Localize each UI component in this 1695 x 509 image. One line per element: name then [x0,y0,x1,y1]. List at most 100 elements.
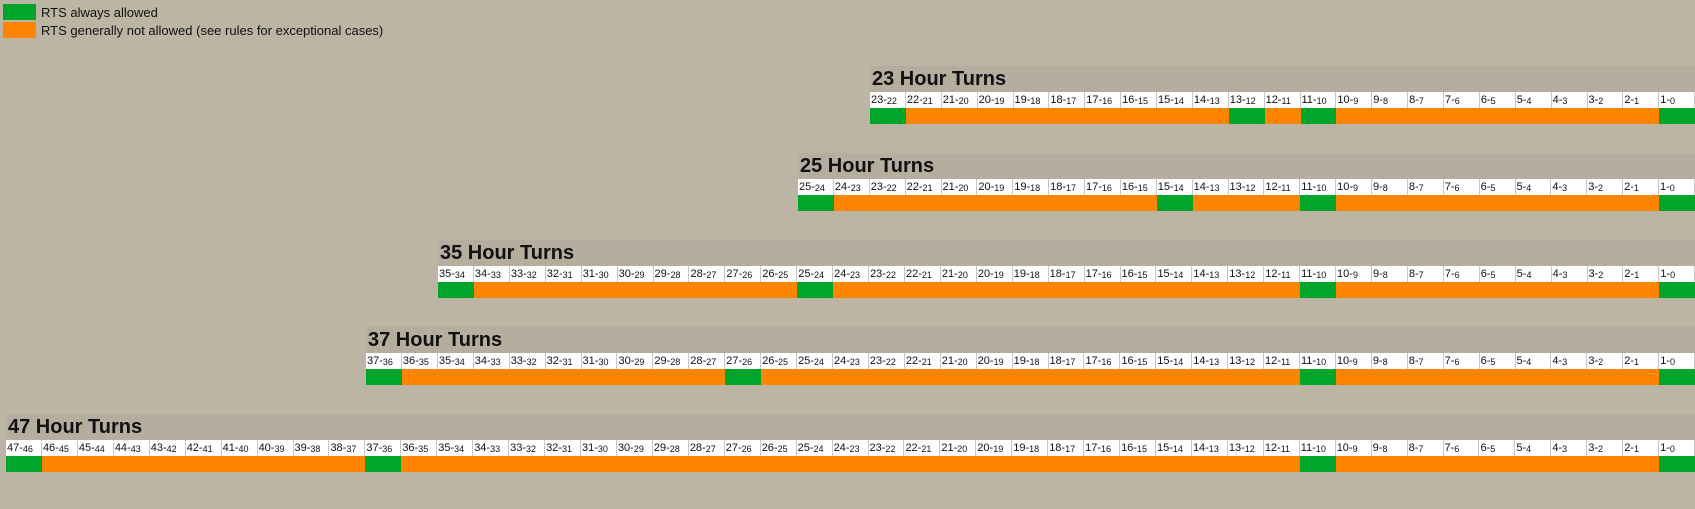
rts-not-allowed-segment [1335,456,1372,472]
hour-range-label: 6-5 [1479,353,1516,369]
hour-range-label: 26-25 [760,440,797,456]
rts-not-allowed-segment [1264,195,1301,211]
rts-not-allowed-segment [509,282,546,298]
rts-not-allowed-segment [1371,369,1408,385]
rts-not-allowed-segment [1264,369,1300,385]
hour-range-label: 10-9 [1336,266,1372,282]
hour-range-label: 2-1 [1623,353,1660,369]
hour-range-label: 46-45 [41,440,78,456]
hour-range-label: 20-19 [976,440,1013,456]
hour-range-label: 11-10 [1299,353,1336,369]
hour-range-label: 21-20 [941,92,978,108]
hour-range-label: 42-41 [185,440,222,456]
hour-range-label: 14-13 [1192,179,1229,195]
rts-not-allowed-segment [1263,456,1300,472]
rts-not-allowed-segment [904,456,941,472]
hour-range-label: 6-5 [1479,440,1516,456]
block-title: 25 Hour Turns [798,153,1695,179]
rts-not-allowed-segment [1192,282,1229,298]
rts-allowed-segment [1299,456,1336,472]
hour-range-label: 20-19 [977,179,1014,195]
hour-range-label: 4-3 [1551,353,1588,369]
hour-range-label: 44-43 [113,440,150,456]
hour-range-label: 10-9 [1335,353,1372,369]
hour-range-label: 41-40 [221,440,258,456]
rts-not-allowed-segment [1443,369,1480,385]
rts-not-allowed-segment [869,282,905,298]
rts-allowed-segment [1659,108,1695,124]
hour-labels-row: 47-46 46-45 45-44 44-43 43-42 42-41 41-40 40-39… [6,440,1695,456]
hour-range-label: 23-22 [868,440,905,456]
hour-range-label: 7-6 [1443,179,1480,195]
rts-not-allowed-segment [41,456,78,472]
rts-bar-row [798,195,1695,211]
rts-not-allowed-segment [545,282,582,298]
rts-not-allowed-segment [1192,108,1229,124]
hour-range-label: 14-13 [1192,266,1229,282]
rts-allowed-segment [1300,282,1337,298]
hour-range-label: 8-7 [1407,179,1444,195]
rts-bar-row [438,282,1695,298]
hour-range-label: 23-22 [870,92,906,108]
hour-range-label: 33-32 [509,440,546,456]
rts-not-allowed-segment [1551,195,1588,211]
hour-labels-row: 25-24 24-23 23-22 22-21 21-20 20-19 19-18 18-17… [798,179,1695,195]
hour-range-label: 13-12 [1228,266,1265,282]
hour-range-label: 28-27 [689,353,726,369]
rts-not-allowed-segment [293,456,330,472]
rts-not-allowed-segment [1012,456,1049,472]
rts-not-allowed-segment [1048,282,1085,298]
rts-not-allowed-segment [1228,195,1265,211]
rts-not-allowed-segment [1048,456,1085,472]
hour-range-label: 27-26 [725,266,762,282]
hour-range-label: 8-7 [1407,266,1444,282]
hour-range-label: 7-6 [1443,440,1480,456]
hour-range-label: 43-42 [149,440,186,456]
rts-allowed-segment [798,195,834,211]
hour-range-label: 11-10 [1300,266,1337,282]
hour-range-label: 23-22 [868,353,905,369]
rts-bar-row [6,456,1695,472]
hour-range-label: 37-36 [366,353,402,369]
rts-not-allowed-segment [1407,456,1444,472]
hour-range-label: 18-17 [1049,92,1086,108]
rts-not-allowed-segment [1228,282,1265,298]
hour-range-label: 3-2 [1587,440,1624,456]
rts-not-allowed-segment [1336,195,1372,211]
hour-range-label: 17-16 [1084,353,1121,369]
rts-not-allowed-segment [1587,369,1624,385]
rts-not-allowed-segment [1120,282,1157,298]
rts-allowed-segment [1300,195,1337,211]
hour-range-label: 18-17 [1048,353,1085,369]
rts-not-allowed-segment [473,369,510,385]
rts-not-allowed-segment [941,108,978,124]
hour-range-label: 21-20 [940,353,977,369]
turn-block: 37 Hour Turns 37-36 36-35 35-34 34-33 33-32 32… [366,327,1695,385]
hour-range-label: 3-2 [1587,179,1624,195]
rts-not-allowed-segment [1515,456,1552,472]
rts-not-allowed-segment [1479,108,1516,124]
rts-not-allowed-segment [1048,369,1085,385]
hour-range-label: 37-36 [365,440,402,456]
rts-not-allowed-segment [977,195,1014,211]
hour-range-label: 15-14 [1156,266,1193,282]
rts-allowed-segment [438,282,474,298]
rts-not-allowed-segment [797,369,833,385]
rts-allowed-segment [870,108,906,124]
rts-not-allowed-segment [1228,369,1265,385]
hour-range-label: 22-21 [905,179,942,195]
block-title: 23 Hour Turns [870,66,1695,92]
hour-range-label: 4-3 [1551,440,1588,456]
rts-not-allowed-segment [1012,369,1049,385]
rts-allowed-segment [1659,456,1695,472]
rts-not-allowed-segment [1085,108,1122,124]
rts-not-allowed-segment [1443,282,1480,298]
hour-range-label: 11-10 [1299,440,1336,456]
hour-range-label: 27-26 [725,353,762,369]
rts-not-allowed-segment [1120,369,1157,385]
rts-not-allowed-segment [689,282,726,298]
hour-range-label: 14-13 [1192,92,1229,108]
rts-not-allowed-segment [1084,369,1121,385]
block-title: 37 Hour Turns [366,327,1695,353]
rts-allowed-segment [725,369,762,385]
